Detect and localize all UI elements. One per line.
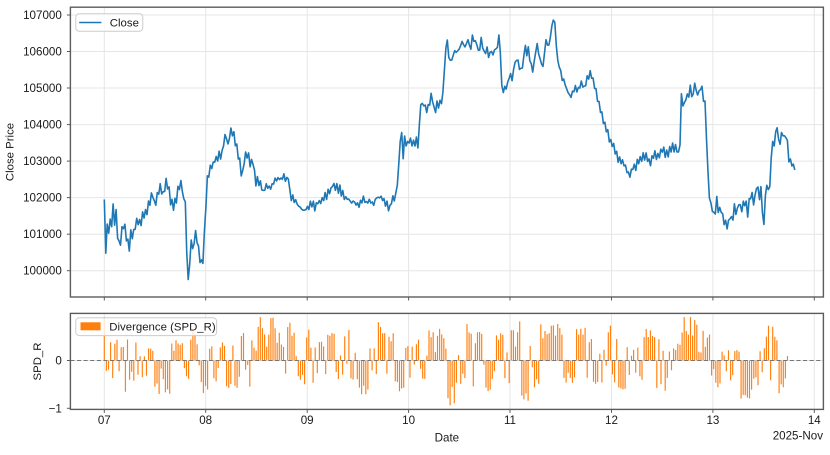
svg-text:13: 13 [706, 414, 719, 427]
svg-text:102000: 102000 [23, 192, 62, 205]
svg-text:07: 07 [98, 414, 111, 427]
svg-text:10: 10 [402, 414, 415, 427]
svg-text:−1: −1 [49, 402, 62, 415]
svg-text:12: 12 [605, 414, 618, 427]
svg-text:SPD_R: SPD_R [32, 343, 44, 381]
svg-text:0: 0 [55, 355, 61, 368]
svg-text:106000: 106000 [23, 46, 62, 59]
svg-text:Divergence (SPD_R): Divergence (SPD_R) [109, 322, 216, 334]
svg-text:100000: 100000 [23, 265, 62, 278]
svg-text:09: 09 [301, 414, 314, 427]
svg-text:Close Price: Close Price [5, 123, 17, 181]
svg-text:2025-Nov: 2025-Nov [773, 430, 823, 443]
svg-text:105000: 105000 [23, 82, 62, 95]
svg-text:11: 11 [504, 414, 516, 427]
svg-text:08: 08 [199, 414, 212, 427]
svg-text:Close: Close [110, 18, 139, 30]
svg-text:14: 14 [808, 414, 821, 427]
svg-text:101000: 101000 [23, 228, 62, 241]
svg-text:103000: 103000 [23, 155, 62, 168]
svg-text:107000: 107000 [23, 9, 62, 22]
svg-text:Date: Date [435, 431, 460, 444]
svg-text:104000: 104000 [23, 119, 62, 132]
